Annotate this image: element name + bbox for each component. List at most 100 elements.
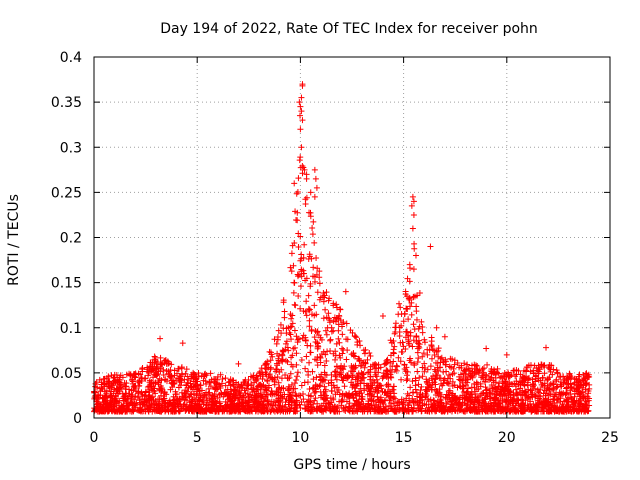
data-point — [464, 361, 471, 368]
x-tick-label: 25 — [601, 430, 619, 446]
data-point — [348, 374, 355, 381]
data-point — [277, 408, 284, 415]
data-point — [283, 338, 290, 345]
data-point — [410, 211, 417, 218]
data-point — [356, 337, 363, 344]
data-point — [116, 374, 123, 381]
data-point — [300, 254, 307, 261]
data-point — [227, 386, 234, 393]
data-point — [113, 406, 120, 413]
data-point — [311, 278, 318, 285]
data-point — [278, 385, 285, 392]
data-point — [306, 209, 313, 216]
data-point — [216, 400, 223, 407]
data-point — [307, 213, 314, 220]
data-point — [546, 374, 553, 381]
data-point — [535, 388, 542, 395]
data-point — [293, 376, 300, 383]
data-point — [399, 339, 406, 346]
data-point — [423, 386, 430, 393]
data-point — [236, 387, 243, 394]
data-point — [279, 358, 286, 365]
data-point — [117, 405, 124, 412]
data-point — [142, 388, 149, 395]
data-point — [280, 325, 287, 332]
data-point — [202, 378, 209, 385]
data-point — [415, 340, 422, 347]
data-point — [250, 401, 257, 408]
data-point — [132, 374, 139, 381]
data-point — [405, 316, 412, 323]
data-point — [305, 368, 312, 375]
data-point — [213, 380, 220, 387]
y-tick-label: 0.35 — [51, 95, 82, 111]
data-point — [371, 369, 378, 376]
data-point — [384, 388, 391, 395]
data-point — [506, 408, 513, 415]
data-point — [431, 376, 438, 383]
data-point — [295, 243, 302, 250]
data-point — [332, 348, 339, 355]
data-point — [320, 389, 327, 396]
data-point — [99, 407, 106, 414]
data-point — [126, 402, 133, 409]
data-point — [296, 157, 303, 164]
data-point — [496, 406, 503, 413]
data-point — [303, 405, 310, 412]
data-point — [114, 390, 121, 397]
data-point — [193, 391, 200, 398]
data-point — [264, 378, 271, 385]
data-point — [273, 366, 280, 373]
data-point — [223, 390, 230, 397]
data-point — [177, 407, 184, 414]
data-point — [519, 373, 526, 380]
data-point — [167, 386, 174, 393]
data-point — [182, 394, 189, 401]
data-point — [488, 370, 495, 377]
data-point — [93, 379, 100, 386]
data-point — [150, 396, 157, 403]
data-point — [314, 345, 321, 352]
data-point — [431, 351, 438, 358]
data-point — [490, 391, 497, 398]
data-point — [191, 394, 198, 401]
data-point — [248, 407, 255, 414]
data-point — [339, 396, 346, 403]
data-point — [336, 339, 343, 346]
data-point — [345, 392, 352, 399]
data-point — [446, 406, 453, 413]
data-point — [326, 295, 333, 302]
data-point — [203, 401, 210, 408]
data-point — [140, 408, 147, 415]
data-point — [449, 356, 456, 363]
data-point — [364, 356, 371, 363]
data-point — [278, 330, 285, 337]
data-point — [406, 303, 413, 310]
data-point — [383, 360, 390, 367]
data-point — [294, 271, 301, 278]
data-point — [395, 311, 402, 318]
data-point — [303, 353, 310, 360]
data-point — [309, 231, 316, 238]
data-point — [294, 217, 301, 224]
data-point — [188, 398, 195, 405]
data-point — [147, 359, 154, 366]
data-point — [160, 366, 167, 373]
data-point — [336, 352, 343, 359]
data-point — [115, 399, 122, 406]
data-point — [263, 360, 270, 367]
data-point — [408, 311, 415, 318]
data-point — [492, 375, 499, 382]
data-point — [354, 408, 361, 415]
data-point — [275, 357, 282, 364]
data-point — [287, 331, 294, 338]
data-point — [169, 405, 176, 412]
data-point — [433, 400, 440, 407]
data-point — [317, 354, 324, 361]
data-point — [419, 391, 426, 398]
data-point — [306, 251, 313, 258]
data-point — [235, 406, 242, 413]
data-point — [435, 347, 442, 354]
data-point — [138, 375, 145, 382]
data-point — [557, 391, 564, 398]
